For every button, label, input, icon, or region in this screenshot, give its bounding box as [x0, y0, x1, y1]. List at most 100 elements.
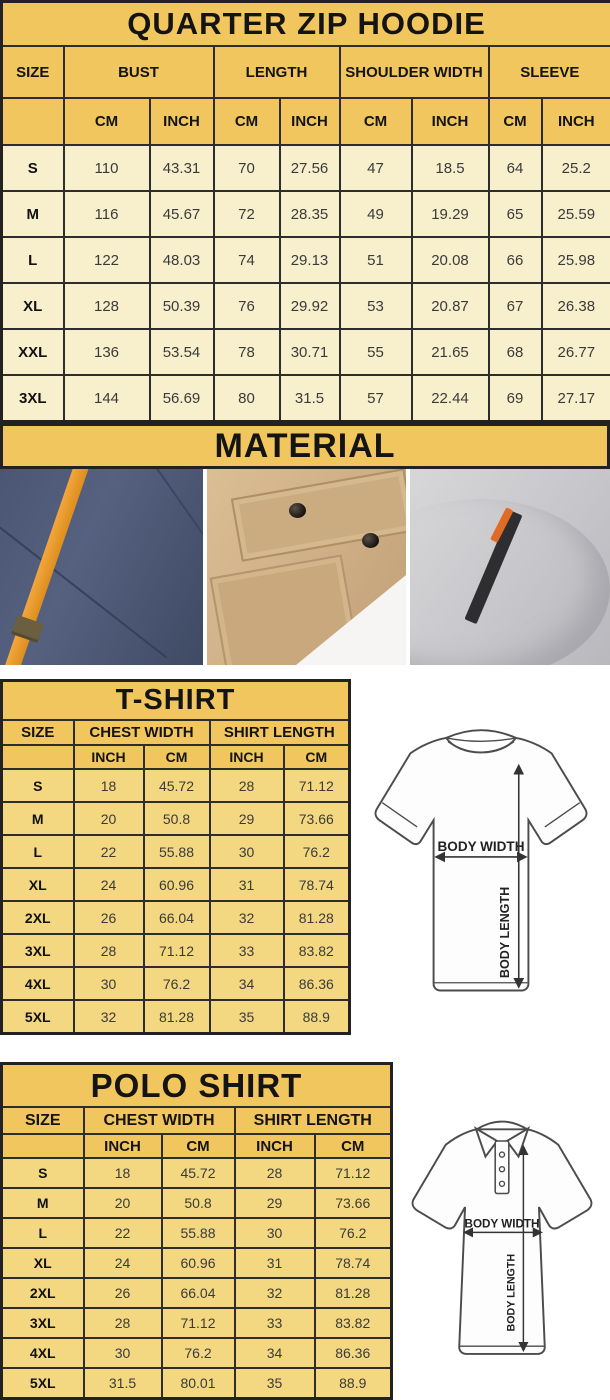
collar-line — [446, 730, 516, 738]
column-group-header-row: SIZE CHEST WIDTH SHIRT LENGTH — [2, 1107, 392, 1134]
value-cell: 43.31 — [150, 145, 214, 191]
value-cell: 31.5 — [280, 375, 340, 422]
unit-header-inch: INCH — [542, 98, 610, 145]
unit-header-inch: INCH — [74, 745, 144, 769]
unit-header-row: CM INCH CM INCH CM INCH CM INCH — [2, 98, 610, 145]
value-cell: 80.01 — [162, 1368, 235, 1399]
unit-header-row: INCH CM INCH CM — [2, 745, 350, 769]
table-row: S 110 43.31 70 27.56 47 18.5 64 25.2 — [2, 145, 610, 191]
value-cell: 28 — [235, 1158, 315, 1188]
unit-header-cm: CM — [64, 98, 150, 145]
value-cell: 65 — [489, 191, 542, 237]
value-cell: 56.69 — [150, 375, 214, 422]
col-header-shoulder-width: SHOULDER WIDTH — [340, 46, 489, 98]
value-cell: 116 — [64, 191, 150, 237]
value-cell: 30 — [210, 835, 284, 868]
orange-drawstring — [0, 469, 97, 665]
value-cell: 28.35 — [280, 191, 340, 237]
snap-button — [289, 503, 306, 518]
value-cell: 73.66 — [284, 802, 350, 835]
column-group-header-row: SIZE CHEST WIDTH SHIRT LENGTH — [2, 720, 350, 745]
table-row: 2XL 26 66.04 32 81.28 — [2, 901, 350, 934]
unit-header-cm: CM — [489, 98, 542, 145]
unit-header-cm: CM — [162, 1134, 235, 1158]
value-cell: 55.88 — [162, 1218, 235, 1248]
value-cell: 88.9 — [315, 1368, 392, 1399]
value-cell: 28 — [210, 769, 284, 802]
value-cell: 32 — [235, 1278, 315, 1308]
value-cell: 45.72 — [162, 1158, 235, 1188]
value-cell: 28 — [74, 934, 144, 967]
value-cell: 67 — [489, 283, 542, 329]
value-cell: 78.74 — [284, 868, 350, 901]
value-cell: 29.13 — [280, 237, 340, 283]
size-cell: 4XL — [2, 967, 74, 1000]
table-row: L 22 55.88 30 76.2 — [2, 835, 350, 868]
tshirt-diagram: BODY WIDTH BODY LENGTH — [351, 679, 610, 1005]
value-cell: 30 — [235, 1218, 315, 1248]
value-cell: 68 — [489, 329, 542, 375]
value-cell: 33 — [210, 934, 284, 967]
tshirt-table-title: T-SHIRT — [2, 681, 350, 721]
value-cell: 71.12 — [144, 934, 210, 967]
unit-header-cm: CM — [144, 745, 210, 769]
size-cell: L — [2, 237, 64, 283]
value-cell: 26.38 — [542, 283, 610, 329]
value-cell: 22 — [74, 835, 144, 868]
size-cell: 5XL — [2, 1000, 74, 1034]
polo-section: POLO SHIRT SIZE CHEST WIDTH SHIRT LENGTH… — [0, 1062, 610, 1400]
value-cell: 78 — [214, 329, 280, 375]
value-cell: 81.28 — [315, 1278, 392, 1308]
value-cell: 26.77 — [542, 329, 610, 375]
value-cell: 45.72 — [144, 769, 210, 802]
table-row: XL 24 60.96 31 78.74 — [2, 868, 350, 901]
table-row: L 22 55.88 30 76.2 — [2, 1218, 392, 1248]
value-cell: 22.44 — [412, 375, 489, 422]
value-cell: 28 — [84, 1308, 162, 1338]
col-header-sleeve: SLEEVE — [489, 46, 610, 98]
polo-diagram: BODY WIDTH BODY LENGTH — [393, 1062, 610, 1371]
table-row: S 18 45.72 28 71.12 — [2, 769, 350, 802]
value-cell: 83.82 — [284, 934, 350, 967]
value-cell: 60.96 — [144, 868, 210, 901]
value-cell: 25.2 — [542, 145, 610, 191]
hoodie-size-table: QUARTER ZIP HOODIE SIZE BUST LENGTH SHOU… — [0, 0, 610, 423]
unit-header-cm: CM — [315, 1134, 392, 1158]
unit-header-inch: INCH — [412, 98, 489, 145]
value-cell: 66 — [489, 237, 542, 283]
tshirt-outline — [375, 738, 586, 991]
value-cell: 22 — [84, 1218, 162, 1248]
polo-table-title: POLO SHIRT — [2, 1064, 392, 1108]
table-row: S 18 45.72 28 71.12 — [2, 1158, 392, 1188]
value-cell: 32 — [74, 1000, 144, 1034]
col-header-bust: BUST — [64, 46, 214, 98]
value-cell: 29.92 — [280, 283, 340, 329]
value-cell: 21.65 — [412, 329, 489, 375]
size-cell: L — [2, 1218, 84, 1248]
snap-button — [362, 533, 379, 548]
value-cell: 45.67 — [150, 191, 214, 237]
value-cell: 76.2 — [284, 835, 350, 868]
unit-header-inch: INCH — [280, 98, 340, 145]
value-cell: 66.04 — [162, 1278, 235, 1308]
value-cell: 34 — [210, 967, 284, 1000]
value-cell: 76.2 — [315, 1218, 392, 1248]
col-header-shirt-length: SHIRT LENGTH — [235, 1107, 392, 1134]
size-cell: 3XL — [2, 375, 64, 422]
value-cell: 81.28 — [284, 901, 350, 934]
value-cell: 24 — [74, 868, 144, 901]
value-cell: 73.66 — [315, 1188, 392, 1218]
table-row: XXL 136 53.54 78 30.71 55 21.65 68 26.77 — [2, 329, 610, 375]
value-cell: 70 — [214, 145, 280, 191]
unit-header-inch: INCH — [235, 1134, 315, 1158]
value-cell: 64 — [489, 145, 542, 191]
table-row: M 20 50.8 29 73.66 — [2, 1188, 392, 1218]
col-header-size: SIZE — [2, 720, 74, 745]
table-row: M 20 50.8 29 73.66 — [2, 802, 350, 835]
polo-size-table: POLO SHIRT SIZE CHEST WIDTH SHIRT LENGTH… — [0, 1062, 393, 1400]
size-cell: M — [2, 802, 74, 835]
collar-line — [476, 1122, 527, 1130]
size-cell: L — [2, 835, 74, 868]
table-title-row: QUARTER ZIP HOODIE — [2, 2, 610, 47]
